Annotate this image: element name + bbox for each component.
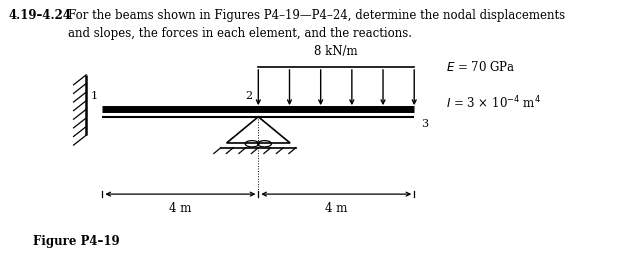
Text: 4 m: 4 m [169, 202, 192, 215]
Text: 4.19–4.24: 4.19–4.24 [8, 9, 72, 22]
Text: 8 kN/m: 8 kN/m [314, 45, 358, 58]
Text: 3: 3 [421, 120, 428, 129]
Text: $I$ = 3 × 10$^{-4}$ m$^4$: $I$ = 3 × 10$^{-4}$ m$^4$ [446, 95, 541, 111]
Text: 2: 2 [245, 91, 252, 101]
Text: 4 m: 4 m [325, 202, 348, 215]
Text: 1: 1 [91, 91, 98, 101]
Text: For the beams shown in Figures P4–19—P4–24, determine the nodal displacements
an: For the beams shown in Figures P4–19—P4–… [68, 9, 565, 40]
Text: Figure P4–19: Figure P4–19 [33, 235, 119, 248]
Text: $E$ = 70 GPa: $E$ = 70 GPa [446, 60, 516, 74]
